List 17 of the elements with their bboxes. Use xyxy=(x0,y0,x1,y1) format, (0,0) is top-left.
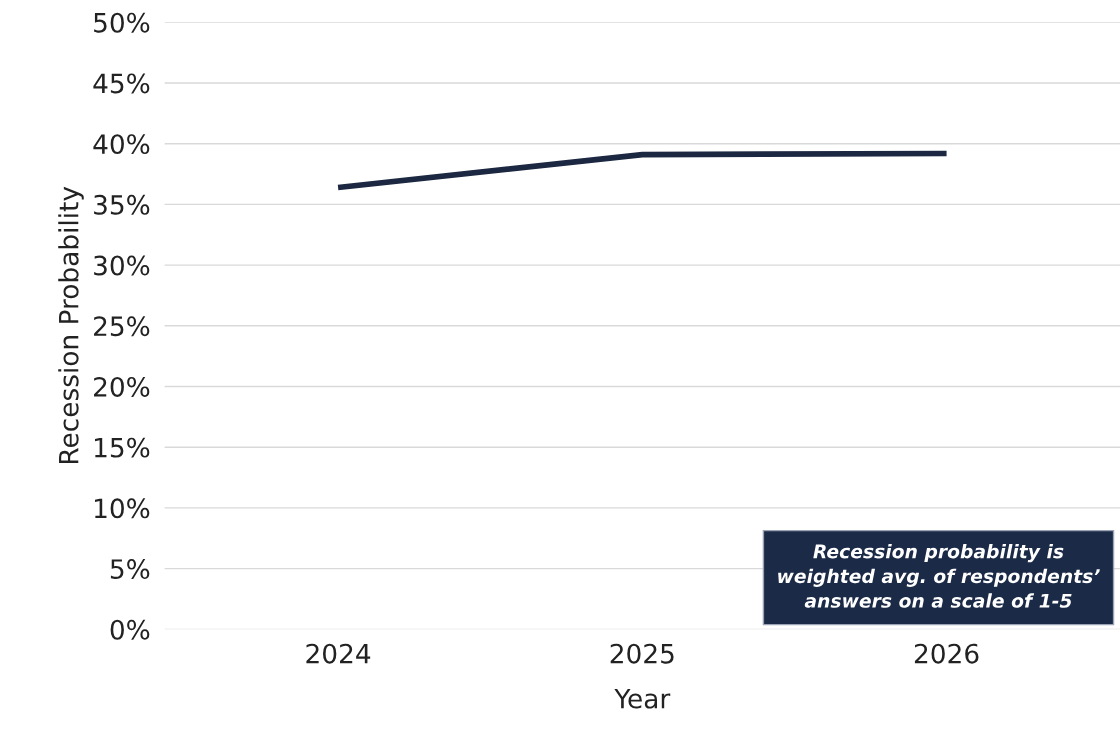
annotation: Recession probability is weighted avg. of respondents’ answers on a scale of 1-5 xyxy=(778,543,1100,608)
y-tick-label: 20% xyxy=(94,376,150,397)
y-tick-label: 35% xyxy=(94,194,150,215)
y-tick-label: 15% xyxy=(95,437,150,458)
y-tick-label: 10% xyxy=(95,498,150,519)
y-tick-label: 40% xyxy=(93,134,150,155)
y-tick-label: 50% xyxy=(94,12,150,33)
x-axis-title: Year xyxy=(614,689,671,709)
x-tick-label: 2025 xyxy=(610,643,674,664)
y-tick-label: 45% xyxy=(93,73,150,94)
y-tick-label: 0% xyxy=(110,619,150,640)
y-tick-label: 5% xyxy=(110,559,150,580)
y-axis-title: Recession Probability xyxy=(58,186,84,464)
y-tick-label: 25% xyxy=(94,316,150,337)
x-tick-label: 2026 xyxy=(914,643,979,664)
x-tick-label: 2024 xyxy=(306,643,371,664)
y-tick-label: 30% xyxy=(94,255,150,276)
